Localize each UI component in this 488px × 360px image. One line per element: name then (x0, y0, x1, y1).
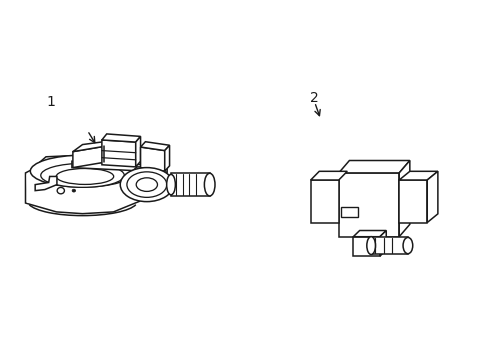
Ellipse shape (30, 155, 135, 187)
Ellipse shape (166, 174, 175, 195)
Polygon shape (398, 161, 409, 237)
Polygon shape (164, 145, 169, 171)
Polygon shape (140, 142, 169, 150)
Ellipse shape (136, 178, 157, 192)
Polygon shape (341, 207, 357, 217)
Polygon shape (35, 176, 57, 191)
Polygon shape (25, 155, 139, 214)
Polygon shape (398, 180, 427, 222)
Polygon shape (140, 147, 164, 171)
Ellipse shape (72, 189, 75, 192)
Ellipse shape (366, 237, 375, 255)
Polygon shape (310, 180, 338, 222)
Text: 1: 1 (46, 95, 56, 109)
Polygon shape (338, 173, 398, 237)
Polygon shape (132, 167, 154, 171)
Polygon shape (352, 230, 386, 237)
Polygon shape (370, 238, 407, 254)
Ellipse shape (56, 168, 113, 184)
Polygon shape (427, 171, 437, 222)
Polygon shape (73, 141, 109, 152)
Ellipse shape (120, 168, 173, 202)
Polygon shape (133, 171, 138, 201)
Text: 2: 2 (309, 91, 318, 105)
Polygon shape (26, 171, 32, 201)
Polygon shape (73, 146, 104, 168)
Ellipse shape (402, 238, 412, 254)
Polygon shape (102, 140, 136, 167)
Polygon shape (352, 237, 379, 256)
Polygon shape (102, 134, 140, 142)
Polygon shape (72, 161, 167, 172)
Polygon shape (132, 171, 149, 198)
Polygon shape (171, 173, 209, 196)
Ellipse shape (41, 163, 124, 187)
Ellipse shape (57, 188, 64, 194)
Polygon shape (26, 171, 138, 203)
Ellipse shape (127, 172, 166, 197)
Polygon shape (310, 171, 346, 180)
Polygon shape (379, 230, 386, 256)
Polygon shape (338, 161, 409, 173)
Polygon shape (398, 171, 437, 180)
Polygon shape (136, 136, 140, 167)
Ellipse shape (204, 173, 215, 196)
